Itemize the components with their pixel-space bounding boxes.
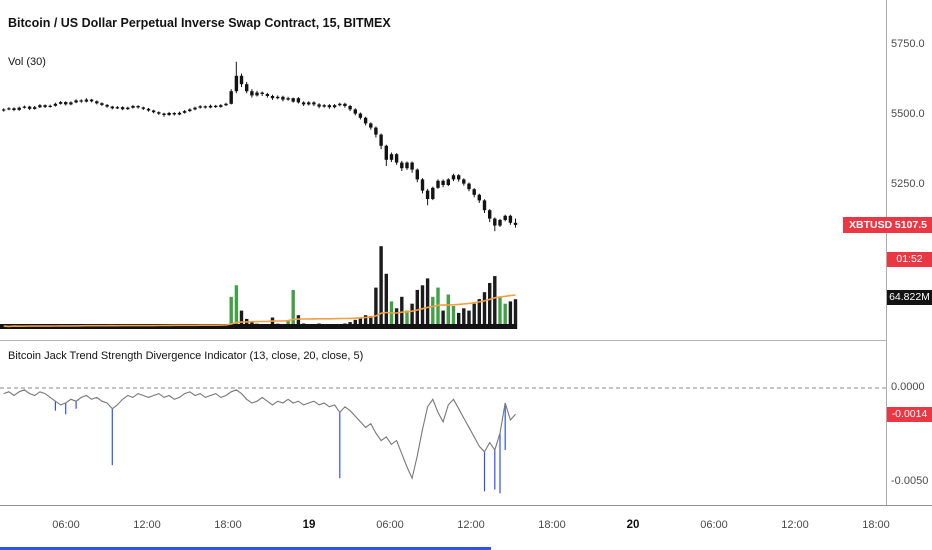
badge-price-value: 5107.5 xyxy=(894,218,927,231)
bar-countdown-badge: 01:52 xyxy=(887,252,932,267)
volume-indicator-legend[interactable]: Vol (30) xyxy=(8,56,46,68)
time-axis-label: 18:00 xyxy=(862,519,890,531)
pane-divider[interactable] xyxy=(0,340,932,341)
volume-value-badge: 64.822M xyxy=(887,290,932,305)
indicator-pane[interactable] xyxy=(0,341,886,505)
axis-tick-label: 0.0000 xyxy=(891,381,925,393)
time-axis-label: 12:00 xyxy=(133,519,161,531)
indicator-spikes xyxy=(54,401,506,494)
candlestick-series xyxy=(2,61,518,232)
axis-tick-label: -0.0050 xyxy=(891,475,929,487)
time-axis-label: 20 xyxy=(626,519,640,531)
last-price-badge: XBTUSD 5107.5 xyxy=(843,217,932,233)
time-axis-label: 06:00 xyxy=(376,519,404,531)
main-price-pane[interactable] xyxy=(0,0,886,341)
time-axis[interactable]: 06:00 12:00 18:00 19 06:00 12:00 18:00 20 06:00 1… xyxy=(0,505,932,550)
axis-tick-label: 5250.0 xyxy=(891,178,925,190)
indicator-line xyxy=(3,389,516,480)
time-axis-label: 12:00 xyxy=(457,519,485,531)
price-axis-border xyxy=(886,0,887,550)
time-axis-label: 18:00 xyxy=(214,519,242,531)
timeline-scrollbar[interactable] xyxy=(0,547,491,550)
axis-tick-label: 5750.0 xyxy=(891,38,925,50)
badge-symbol-label: XBTUSD xyxy=(849,218,893,231)
volume-baseline xyxy=(0,324,517,329)
time-axis-label: 06:00 xyxy=(700,519,728,531)
time-axis-label: 19 xyxy=(302,519,316,531)
symbol-title-legend[interactable]: Bitcoin / US Dollar Perpetual Inverse Sw… xyxy=(8,16,391,30)
axis-tick-label: 5500.0 xyxy=(891,108,925,120)
volume-ma-line xyxy=(3,294,516,328)
indicator-title-legend[interactable]: Bitcoin Jack Trend Strength Divergence I… xyxy=(8,350,364,362)
time-axis-label: 12:00 xyxy=(781,519,809,531)
time-axis-label: 06:00 xyxy=(52,519,80,531)
time-axis-label: 18:00 xyxy=(538,519,566,531)
indicator-value-badge: -0.0014 xyxy=(887,407,932,422)
volume-series xyxy=(2,246,518,329)
